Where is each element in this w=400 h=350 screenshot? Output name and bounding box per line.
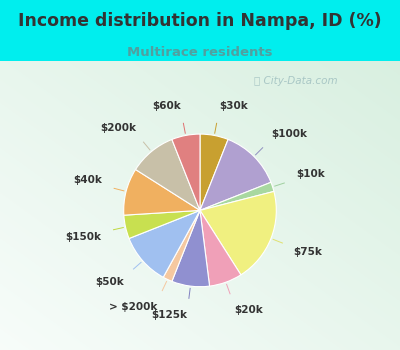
Wedge shape <box>129 210 200 277</box>
Text: $40k: $40k <box>74 175 102 186</box>
Wedge shape <box>200 182 274 210</box>
Wedge shape <box>200 191 276 275</box>
Text: $125k: $125k <box>151 310 187 320</box>
Wedge shape <box>200 139 271 210</box>
Text: $50k: $50k <box>96 277 124 287</box>
Text: $20k: $20k <box>234 305 263 315</box>
Text: Multirace residents: Multirace residents <box>127 46 273 58</box>
Wedge shape <box>172 210 210 287</box>
Wedge shape <box>200 134 228 210</box>
Wedge shape <box>124 210 200 238</box>
Wedge shape <box>124 169 200 215</box>
Text: $75k: $75k <box>294 247 322 258</box>
Wedge shape <box>163 210 200 281</box>
Text: $10k: $10k <box>296 169 324 179</box>
Text: $60k: $60k <box>152 102 181 111</box>
Text: $100k: $100k <box>271 129 307 139</box>
Text: ⓘ City-Data.com: ⓘ City-Data.com <box>254 76 338 86</box>
Text: > $200k: > $200k <box>109 302 157 312</box>
Wedge shape <box>172 134 200 210</box>
Text: $30k: $30k <box>219 102 248 111</box>
Text: $150k: $150k <box>66 232 102 242</box>
Wedge shape <box>200 210 241 286</box>
Wedge shape <box>136 139 200 210</box>
Text: Income distribution in Nampa, ID (%): Income distribution in Nampa, ID (%) <box>18 13 382 30</box>
Text: $200k: $200k <box>100 123 136 133</box>
